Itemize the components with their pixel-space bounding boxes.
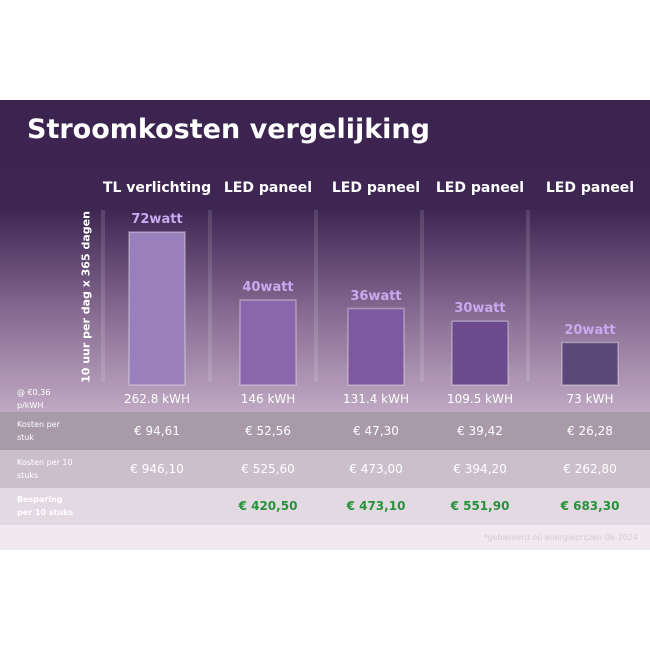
value-label: 20watt bbox=[564, 322, 616, 338]
bar bbox=[128, 231, 186, 386]
y-label: 10 uur per dag x 365 dagen bbox=[79, 211, 93, 383]
cell: € 473,00 bbox=[349, 462, 403, 476]
column-header: LED paneel bbox=[223, 180, 313, 196]
column-header: LED paneel bbox=[545, 180, 635, 196]
cell: € 946,10 bbox=[130, 462, 184, 476]
cell: 131.4 kWH bbox=[342, 392, 410, 406]
footnote: *gebaseerd op energieprijzen 06-2024 bbox=[483, 533, 638, 542]
cell: € 551,90 bbox=[450, 499, 510, 513]
bar bbox=[451, 320, 509, 386]
row-band bbox=[0, 488, 650, 525]
footer-band bbox=[0, 525, 650, 550]
column-header: LED paneel bbox=[331, 180, 421, 196]
bar bbox=[561, 341, 619, 386]
row-label: @ €0,36 p/kWH bbox=[17, 388, 51, 410]
bar bbox=[347, 307, 405, 386]
cell: € 39,42 bbox=[457, 424, 503, 438]
value-label: 72watt bbox=[131, 212, 183, 227]
cell: € 94,61 bbox=[134, 424, 180, 438]
cell: € 420,50 bbox=[238, 499, 298, 513]
row-band bbox=[0, 412, 650, 450]
cell: € 26,28 bbox=[567, 424, 613, 438]
row-label: Kosten per 10 stuks bbox=[17, 458, 73, 480]
title: Stroomkosten vergelijking bbox=[27, 114, 430, 145]
column-header: TL verlichting bbox=[102, 180, 212, 196]
cell: € 683,30 bbox=[560, 499, 620, 513]
header-panel bbox=[0, 100, 650, 412]
value-label: 36watt bbox=[350, 288, 402, 304]
cell: € 47,30 bbox=[353, 424, 399, 438]
cell: 146 kWH bbox=[240, 392, 296, 406]
cell: € 525,60 bbox=[241, 462, 295, 476]
bar bbox=[239, 299, 297, 386]
cell: € 473,10 bbox=[346, 499, 406, 513]
row-label: Besparing per 10 stuks bbox=[17, 495, 74, 517]
value-label: 40watt bbox=[242, 280, 294, 295]
row-label: Kosten per stuk bbox=[17, 420, 60, 442]
cell: 73 kWH bbox=[566, 392, 614, 406]
cell: € 394,20 bbox=[453, 462, 507, 476]
row-band bbox=[0, 450, 650, 488]
cell: € 52,56 bbox=[245, 424, 291, 438]
cell: 262.8 kWH bbox=[123, 392, 191, 406]
cell: 109.5 kWH bbox=[446, 392, 514, 406]
value-label: 30watt bbox=[454, 301, 506, 317]
column-header: LED paneel bbox=[435, 180, 525, 196]
cell: € 262,80 bbox=[563, 462, 617, 476]
